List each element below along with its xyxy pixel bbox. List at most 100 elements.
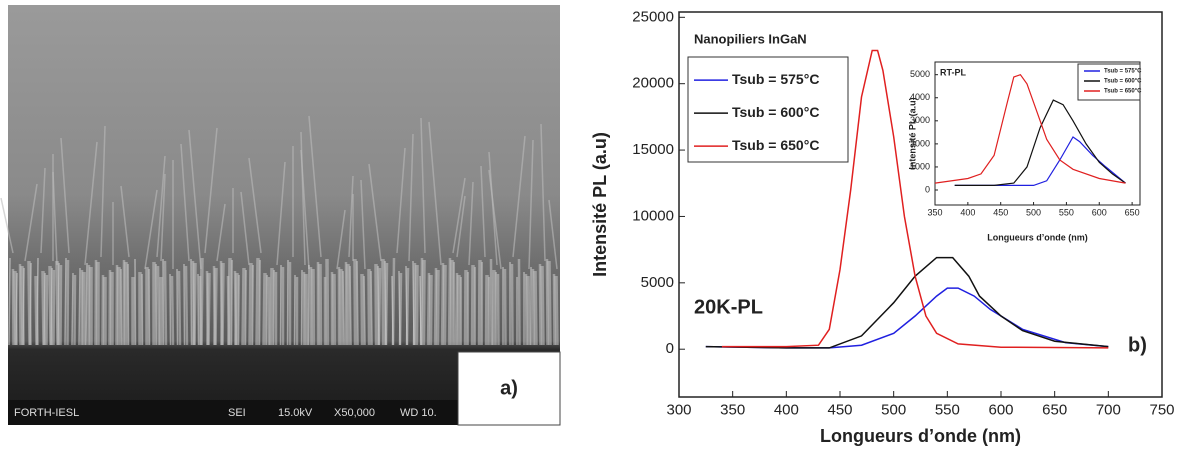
- annotation: Nanopiliers InGaN: [694, 31, 807, 46]
- pillar: [449, 259, 454, 346]
- series-line: [721, 49, 1109, 349]
- chart-title: RT-PL: [940, 67, 967, 77]
- pillar: [349, 265, 352, 346]
- pillar: [414, 264, 419, 346]
- pillar: [156, 155, 166, 258]
- pillar: [251, 264, 254, 346]
- pillar: [381, 258, 386, 346]
- pillar: [205, 270, 210, 346]
- pillar: [552, 273, 556, 346]
- pillar: [41, 270, 46, 346]
- pillar: [477, 259, 482, 346]
- pillar: [244, 269, 247, 346]
- pillar: [176, 268, 179, 346]
- pillar: [127, 263, 130, 346]
- pillar: [548, 199, 558, 270]
- x-tick-label: 400: [960, 207, 975, 217]
- pillar: [108, 269, 112, 346]
- pillar: [80, 269, 84, 346]
- x-tick-label: 500: [881, 401, 906, 418]
- x-tick-label: 700: [1096, 401, 1121, 418]
- pillar: [325, 258, 330, 346]
- pillar: [255, 257, 260, 346]
- pillar: [540, 123, 546, 262]
- pillar: [100, 125, 106, 258]
- pillar: [141, 273, 144, 346]
- pillar: [40, 167, 46, 254]
- x-tick-label: 600: [1092, 207, 1107, 217]
- pillar: [55, 260, 60, 346]
- pillar: [496, 273, 500, 346]
- pillar: [219, 260, 224, 346]
- y-tick-label: 0: [666, 340, 674, 357]
- pillar: [64, 257, 67, 346]
- pillar: [204, 127, 218, 254]
- pillar: [307, 264, 310, 346]
- legend-box: [1077, 63, 1141, 101]
- pillar: [554, 275, 559, 346]
- x-tick-label: 550: [1059, 207, 1074, 217]
- pillar: [276, 161, 286, 266]
- legend-label: Tsub = 575°C: [732, 71, 819, 87]
- pillar: [269, 267, 274, 346]
- y-tick-label: 25000: [632, 8, 674, 25]
- legend-label: Tsub = 600°C: [1104, 79, 1142, 85]
- pillar: [318, 263, 323, 346]
- y-tick-label: 15000: [632, 141, 674, 158]
- pillar: [442, 264, 447, 346]
- pillar: [524, 273, 528, 346]
- legend-label: Tsub = 650°C: [1104, 89, 1142, 95]
- pillar: [160, 173, 166, 262]
- pillar: [8, 257, 11, 346]
- x-tick-label: 650: [1125, 207, 1140, 217]
- pillar: [78, 267, 81, 346]
- pillar: [440, 262, 445, 346]
- x-tick-label: 600: [988, 401, 1013, 418]
- x-axis-label: Longueurs d’onde (nm): [987, 232, 1088, 242]
- pillar: [60, 137, 70, 254]
- pillar: [240, 191, 250, 266]
- pillar: [468, 181, 474, 266]
- pillar: [420, 117, 426, 254]
- pillar: [463, 269, 468, 346]
- pillar: [512, 135, 526, 258]
- pillar: [360, 273, 365, 346]
- pillar: [367, 268, 372, 346]
- pillar: [396, 147, 406, 254]
- pillar: [308, 115, 322, 258]
- pillar: [339, 268, 344, 346]
- pillar: [545, 258, 549, 346]
- pillar: [311, 268, 316, 346]
- pillar: [384, 260, 387, 346]
- legend-label: Tsub = 600°C: [732, 104, 819, 120]
- pillar: [456, 195, 466, 258]
- pillar: [510, 263, 514, 346]
- pillar: [101, 274, 105, 346]
- pillar: [237, 274, 240, 346]
- pillar: [71, 272, 74, 346]
- pillar: [155, 263, 158, 346]
- pillar: [18, 263, 22, 346]
- pillar: [122, 259, 126, 346]
- pillar: [170, 275, 175, 346]
- pillar: [226, 275, 231, 346]
- x-axis-label: Longueurs d’onde (nm): [820, 426, 1021, 446]
- x-tick-label: 450: [827, 401, 852, 418]
- pillar: [391, 275, 394, 346]
- legend-label: Tsub = 575°C: [1104, 69, 1142, 75]
- pillar: [421, 259, 426, 346]
- x-tick-label: 500: [1026, 207, 1041, 217]
- y-tick-label: 5000: [910, 69, 930, 79]
- x-tick-label: 750: [1149, 401, 1174, 418]
- pillar: [20, 265, 25, 346]
- pillar: [177, 270, 182, 346]
- pillar: [426, 272, 431, 346]
- pillar: [191, 260, 196, 346]
- sem-image: [0, 5, 560, 425]
- pillar: [454, 272, 459, 346]
- pillar: [73, 274, 77, 346]
- pillar: [241, 267, 246, 346]
- pillar: [356, 260, 359, 346]
- series-line: [954, 99, 1126, 186]
- series-line: [705, 287, 1109, 349]
